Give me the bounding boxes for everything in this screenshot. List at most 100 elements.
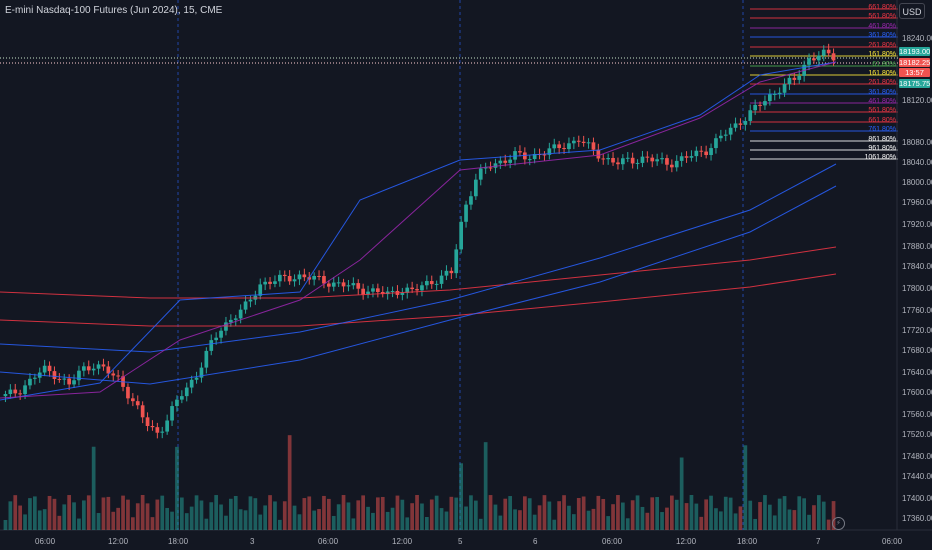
volume-bar xyxy=(150,517,155,530)
candle-body xyxy=(464,204,468,222)
candle-body xyxy=(18,393,22,395)
volume-bar xyxy=(86,495,91,530)
candle-body xyxy=(831,53,836,61)
candle-body xyxy=(493,163,498,168)
volume-bar xyxy=(753,518,757,530)
candle-body xyxy=(483,167,488,169)
volume-bar xyxy=(748,500,753,530)
time-tick: 12:00 xyxy=(676,537,697,546)
candle-body xyxy=(449,270,454,274)
volume-bar xyxy=(268,495,272,530)
volume-bar xyxy=(567,505,571,530)
volume-bar xyxy=(591,508,596,530)
candle-body xyxy=(601,158,606,160)
candle-body xyxy=(224,322,228,331)
candle-body xyxy=(28,378,32,386)
candle-body xyxy=(777,92,782,94)
lightning-icon[interactable]: ⚡ xyxy=(832,517,845,530)
candle-body xyxy=(175,399,179,407)
volume-bar xyxy=(464,506,468,530)
candle-body xyxy=(131,398,135,402)
volume-bar xyxy=(449,496,454,530)
candle-body xyxy=(576,140,581,142)
volume-bar xyxy=(219,504,223,530)
candle-body xyxy=(542,154,547,156)
volume-bar xyxy=(630,500,635,530)
volume-bar xyxy=(557,501,561,530)
candle-body xyxy=(229,319,233,323)
volume-bar xyxy=(224,515,228,530)
candle-body xyxy=(674,160,679,168)
candle-body xyxy=(376,288,380,293)
volume-bar xyxy=(8,501,13,530)
time-tick: 12:00 xyxy=(108,537,129,546)
volume-bar xyxy=(777,498,782,530)
volume-bar xyxy=(625,518,630,530)
price-tick: 17720.00 xyxy=(902,326,932,335)
candle-body xyxy=(581,141,586,143)
volume-bar xyxy=(768,504,772,530)
fib-label: 1061.80% xyxy=(864,154,896,161)
volume-bar xyxy=(175,446,179,530)
candle-body xyxy=(665,158,669,165)
candle-body xyxy=(630,157,635,164)
volume-bar xyxy=(821,501,826,530)
volume-bar xyxy=(317,509,321,530)
candle-body xyxy=(346,285,351,287)
volume-bar xyxy=(18,505,22,530)
volume-bar xyxy=(655,497,659,530)
candle-body xyxy=(390,290,395,292)
candle-body xyxy=(503,160,508,163)
candle-body xyxy=(287,275,292,282)
volume-bar xyxy=(670,495,674,530)
volume-bar xyxy=(660,512,664,530)
price-tick: 17840.00 xyxy=(902,262,932,271)
candle-body xyxy=(807,58,811,65)
fib-label: 561.80% xyxy=(868,13,896,20)
volume-bar xyxy=(67,495,71,530)
candle-body xyxy=(165,420,169,432)
candle-body xyxy=(469,196,473,205)
volume-bar xyxy=(390,507,395,530)
volume-bar xyxy=(576,497,581,530)
candle-body xyxy=(782,84,787,93)
volume-bar xyxy=(111,511,116,530)
volume-bar xyxy=(263,505,267,530)
volume-bar xyxy=(493,504,498,530)
volume-bar xyxy=(459,463,463,530)
volume-bar xyxy=(527,498,532,530)
volume-bar xyxy=(336,504,341,530)
candle-body xyxy=(282,274,287,276)
candle-body xyxy=(263,281,267,285)
fib-label: 661.80% xyxy=(868,4,896,11)
volume-bar xyxy=(621,502,625,530)
volume-bar xyxy=(258,514,263,530)
candle-body xyxy=(135,401,140,406)
volume-bar xyxy=(287,435,292,530)
candle-body xyxy=(33,377,37,379)
candle-body xyxy=(478,168,483,180)
volume-bar xyxy=(474,500,478,530)
candle-body xyxy=(699,150,704,152)
candle-body xyxy=(719,135,723,139)
volume-bar xyxy=(498,515,503,530)
volume-bar xyxy=(28,498,32,530)
candle-body xyxy=(645,156,650,158)
volume-bar xyxy=(13,495,18,530)
volume-bar xyxy=(483,442,488,530)
currency-button[interactable]: USD xyxy=(899,3,925,19)
candle-body xyxy=(243,301,248,310)
candle-body xyxy=(621,158,625,165)
candle-body xyxy=(709,148,713,156)
volume-bar xyxy=(371,512,375,530)
candle-body xyxy=(758,104,762,106)
volume-bar xyxy=(444,511,449,530)
volume-bar xyxy=(616,495,620,530)
volume-bar xyxy=(679,457,684,530)
candle-body xyxy=(518,151,522,153)
price-tick: 17680.00 xyxy=(902,346,932,355)
volume-bar xyxy=(82,500,86,530)
volume-bar xyxy=(302,498,307,530)
candle-body xyxy=(219,330,223,338)
